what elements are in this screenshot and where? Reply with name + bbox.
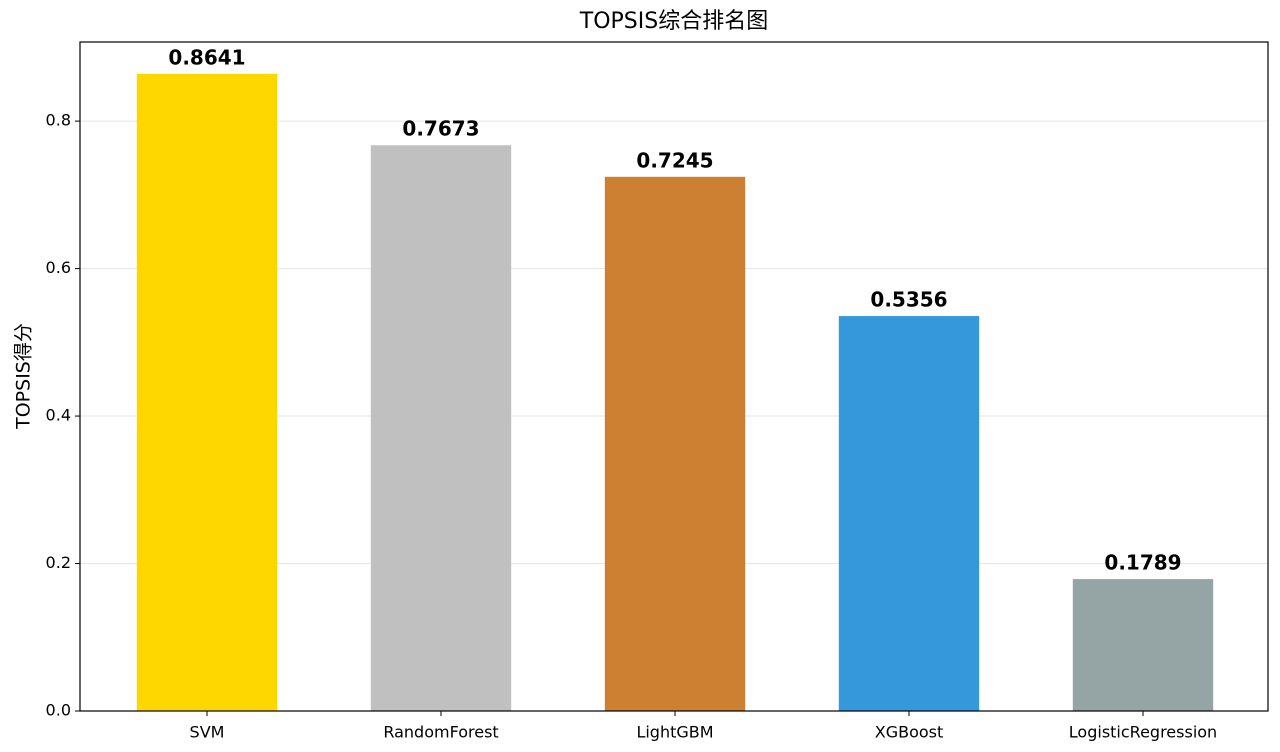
data-label: 0.7673: [402, 117, 479, 141]
data-label: 0.8641: [168, 45, 245, 69]
bar: [136, 73, 278, 711]
bar: [370, 145, 512, 711]
bar: [604, 176, 746, 711]
plot-frame: [79, 41, 1269, 712]
y-axis-label: TOPSIS得分: [13, 323, 35, 430]
data-label: 0.1789: [1104, 551, 1181, 575]
x-tick-label: RandomForest: [383, 723, 498, 742]
y-tick-label: 0.6: [46, 258, 71, 277]
x-tick-label: XGBoost: [875, 723, 944, 742]
x-tick-label: SVM: [190, 723, 225, 742]
y-tick-label: 0.2: [46, 553, 71, 572]
y-tick-label: 0.4: [46, 406, 71, 425]
chart-title: TOPSIS综合排名图: [579, 9, 768, 34]
y-tick-label: 0.8: [46, 111, 71, 130]
y-tick-label: 0.0: [46, 701, 71, 720]
data-label: 0.5356: [870, 288, 947, 312]
x-tick-label: LogisticRegression: [1069, 723, 1217, 742]
bar: [838, 316, 980, 711]
bar: [1072, 579, 1214, 711]
data-label: 0.7245: [636, 148, 713, 172]
x-tick-label: LightGBM: [636, 723, 713, 742]
